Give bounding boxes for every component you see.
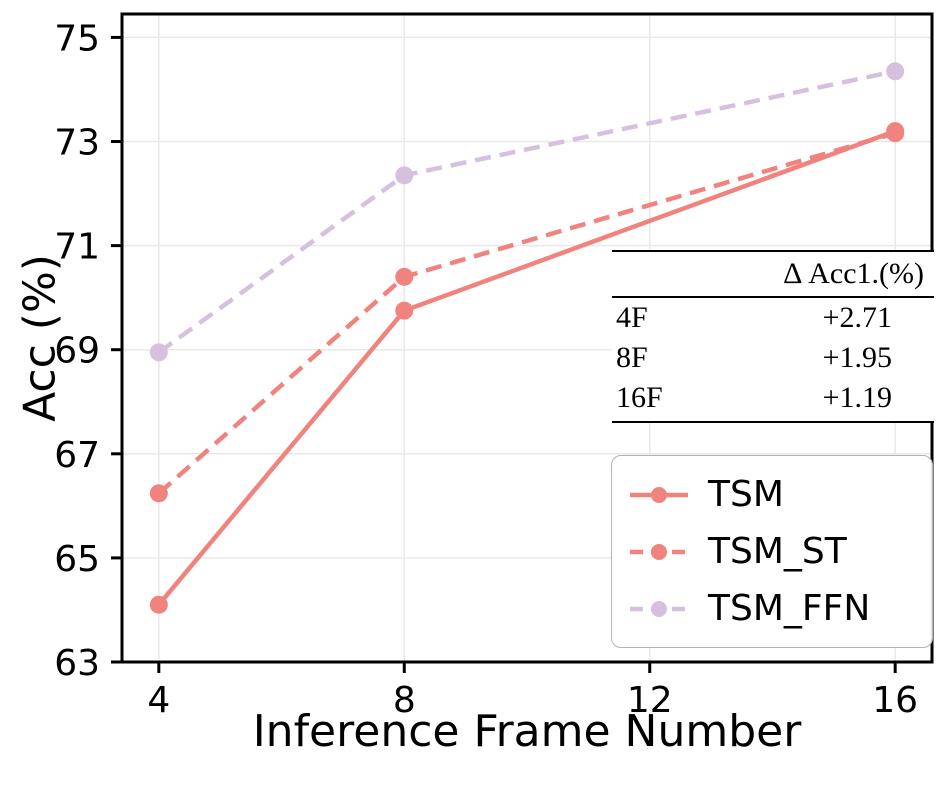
legend-item-tsm-st: TSM_ST xyxy=(612,523,932,580)
y-tick-label: 67 xyxy=(54,435,100,476)
table-row: 8F +1.95 xyxy=(612,338,934,378)
y-tick-label: 73 xyxy=(54,123,100,164)
table-header: Δ Acc1.(%) xyxy=(692,250,934,298)
legend: TSM TSM_ST TSM_FFN xyxy=(611,455,933,648)
row-value: +1.95 xyxy=(822,341,892,374)
legend-line-icon xyxy=(628,599,690,619)
x-tick-label: 12 xyxy=(627,680,673,721)
legend-line-icon xyxy=(628,485,690,505)
data-point-TSM_FFN xyxy=(149,343,168,362)
y-axis-label: Acc (%) xyxy=(14,254,66,422)
x-tick-label: 8 xyxy=(393,680,416,721)
y-tick-label: 71 xyxy=(54,227,100,268)
data-point-TSM xyxy=(395,301,414,320)
legend-item-tsm: TSM xyxy=(612,466,932,523)
legend-label: TSM_ST xyxy=(708,531,847,572)
table-row: 4F +2.71 xyxy=(612,297,934,338)
x-tick-label: 16 xyxy=(872,680,918,721)
row-value: +2.71 xyxy=(822,301,892,334)
data-point-TSM xyxy=(149,595,168,614)
legend-label: TSM_FFN xyxy=(708,588,871,629)
legend-line-icon xyxy=(628,542,690,562)
data-point-TSM_FFN xyxy=(395,166,414,185)
table-row: 16F +1.19 xyxy=(612,378,934,423)
y-tick-label: 75 xyxy=(54,18,100,59)
legend-label: TSM xyxy=(708,474,784,515)
row-label: 16F xyxy=(612,378,693,423)
legend-item-tsm-ffn: TSM_FFN xyxy=(612,580,932,637)
tick-labels: 4 8 12 16 63 65 67 69 71 73 75 xyxy=(54,18,918,721)
x-tick-label: 4 xyxy=(147,680,170,721)
y-tick-label: 65 xyxy=(54,539,100,580)
data-point-TSM_ST xyxy=(886,124,905,143)
x-axis-label: Inference Frame Number xyxy=(252,706,802,757)
data-point-TSM_ST xyxy=(149,484,168,503)
row-label: 8F xyxy=(616,341,648,374)
data-point-TSM_FFN xyxy=(886,62,905,81)
data-point-TSM_ST xyxy=(395,267,414,286)
row-label: 4F xyxy=(616,301,648,334)
y-tick-label: 63 xyxy=(54,643,100,684)
table-corner-cell xyxy=(612,250,693,298)
tick-marks xyxy=(111,35,897,673)
row-value: +1.19 xyxy=(692,378,934,423)
delta-accuracy-table: Δ Acc1.(%) 4F +2.71 8F +1.95 16F +1.19 xyxy=(612,250,934,423)
y-tick-label: 69 xyxy=(54,331,100,372)
